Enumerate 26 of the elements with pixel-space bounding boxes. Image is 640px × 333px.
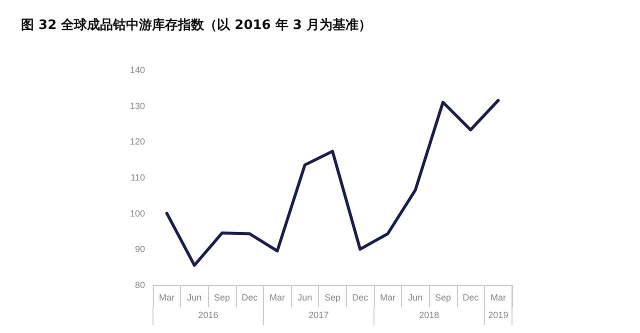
text: 2017 — [308, 310, 329, 320]
y-tick-label: 90 — [134, 244, 145, 254]
y-tick-label: 100 — [130, 208, 145, 218]
x-tick-label: Sep — [324, 292, 341, 302]
text: 2019 — [488, 310, 508, 320]
y-tick-label: 130 — [130, 100, 145, 111]
x-tick-label: Sep — [434, 292, 451, 302]
x-tick-label: Dec — [242, 292, 258, 302]
x-tick-label: Dec — [462, 292, 480, 302]
y-tick-label: 140 — [130, 65, 145, 75]
line-series — [165, 98, 500, 267]
text: 2018 — [419, 310, 440, 320]
x-tick-label: Jun — [187, 292, 202, 302]
x-tick-label: Jun — [298, 292, 312, 302]
y-tick-label: 80 — [134, 280, 145, 290]
y-tick-label: 110 — [130, 172, 145, 182]
x-tick-label: Jun — [408, 292, 423, 302]
chart-title: 图 32 全球成品钴中游库存指数（以 2016 年 3 月为基准） — [21, 17, 372, 33]
y-tick-label: 120 — [130, 136, 145, 147]
x-tick-label: Mar — [159, 292, 175, 302]
x-tick-label: Mar — [490, 292, 506, 302]
x-tick-label: Dec — [352, 292, 369, 302]
text: 2016 — [198, 310, 218, 320]
x-tick-label: Sep — [214, 292, 230, 302]
x-tick-label: Mar — [380, 292, 396, 302]
x-tick-label: Mar — [270, 292, 286, 302]
